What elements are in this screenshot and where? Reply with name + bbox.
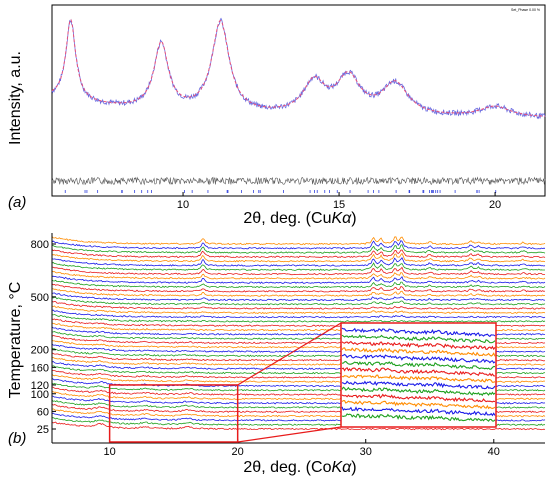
- zoom-trace: [341, 353, 496, 364]
- diffraction-trace: [51, 292, 546, 302]
- y-tick-label: 500: [31, 292, 49, 304]
- diffraction-trace: [51, 305, 546, 315]
- panel-a-plot: [51, 17, 546, 186]
- x-tick-label: 10: [177, 199, 189, 211]
- y-tick-label: 800: [31, 239, 49, 251]
- diffraction-trace: [51, 301, 546, 310]
- diffraction-trace: [51, 314, 546, 323]
- panel-a-frame: [51, 4, 546, 197]
- diffraction-trace: [51, 421, 546, 431]
- zoom-connector: [237, 322, 342, 386]
- panel-a: Set_Phase 0.00 % 10 15 20 Intensity, a.u. …: [7, 4, 546, 227]
- zoom-trace: [341, 347, 496, 357]
- panel-a-label: (a): [8, 194, 26, 211]
- zoom-trace: [341, 386, 496, 397]
- diffraction-trace: [51, 262, 545, 271]
- diffraction-trace: [51, 257, 546, 267]
- diffraction-trace: [51, 252, 546, 263]
- panel-b-label: (b): [8, 430, 26, 447]
- panel-b-inset: [108, 322, 497, 443]
- panel-a-legend: Set_Phase 0.00 %: [511, 8, 540, 12]
- diffraction-trace: [51, 275, 546, 284]
- observed-pattern-line: [51, 17, 546, 120]
- diffraction-trace: [51, 266, 546, 276]
- panel-a-reflection-ticks: [64, 190, 497, 193]
- y-tick-label: 60: [37, 406, 49, 418]
- zoom-trace: [341, 360, 496, 370]
- diffraction-trace: [51, 288, 546, 297]
- zoom-trace: [341, 334, 496, 344]
- y-tick-label: 25: [37, 424, 49, 436]
- y-tick-label: 160: [31, 362, 49, 374]
- zoom-trace: [341, 400, 496, 410]
- x-tick-label: 10: [103, 446, 115, 458]
- diffraction-trace: [51, 270, 546, 280]
- diffraction-trace: [51, 296, 546, 306]
- calculated-pattern-line: [51, 19, 546, 117]
- zoom-connector: [237, 426, 342, 443]
- panel-b-x-axis-label: 2θ, deg. (CoKα): [243, 459, 356, 476]
- panel-a-x-axis-label: 2θ, deg. (CuKα): [243, 210, 356, 227]
- x-tick-label: 20: [232, 446, 244, 458]
- y-tick-label: 100: [31, 389, 49, 401]
- panel-a-x-ticks: 10 15 20: [177, 192, 501, 211]
- y-tick-label: 200: [31, 345, 49, 357]
- panel-a-y-axis-label: Intensity, a.u.: [7, 51, 24, 145]
- x-tick-label: 40: [488, 446, 500, 458]
- x-tick-label: 20: [489, 199, 501, 211]
- diffraction-trace: [51, 249, 546, 259]
- zoom-trace: [341, 374, 496, 383]
- zoom-trace: [341, 327, 496, 338]
- zoom-trace: [341, 367, 496, 377]
- zoom-trace: [341, 340, 496, 351]
- diffraction-trace: [51, 279, 546, 289]
- zoom-trace: [341, 406, 496, 417]
- diffraction-trace: [51, 244, 546, 254]
- diffraction-trace: [51, 283, 546, 293]
- x-tick-label: 30: [360, 446, 372, 458]
- zoom-trace: [341, 393, 496, 403]
- diffraction-trace: [51, 240, 546, 250]
- diffraction-trace: [51, 309, 546, 319]
- zoom-inset-box: [340, 322, 497, 428]
- zoom-trace: [341, 413, 496, 422]
- x-tick-label: 15: [333, 199, 345, 211]
- zoom-trace: [341, 380, 496, 390]
- highlight-region: [108, 384, 239, 443]
- diffraction-trace: [51, 236, 546, 246]
- y-tick-label: 120: [31, 380, 49, 392]
- panel-b-y-axis-label: Temperature, °C: [7, 282, 24, 399]
- difference-curve-line: [51, 176, 546, 186]
